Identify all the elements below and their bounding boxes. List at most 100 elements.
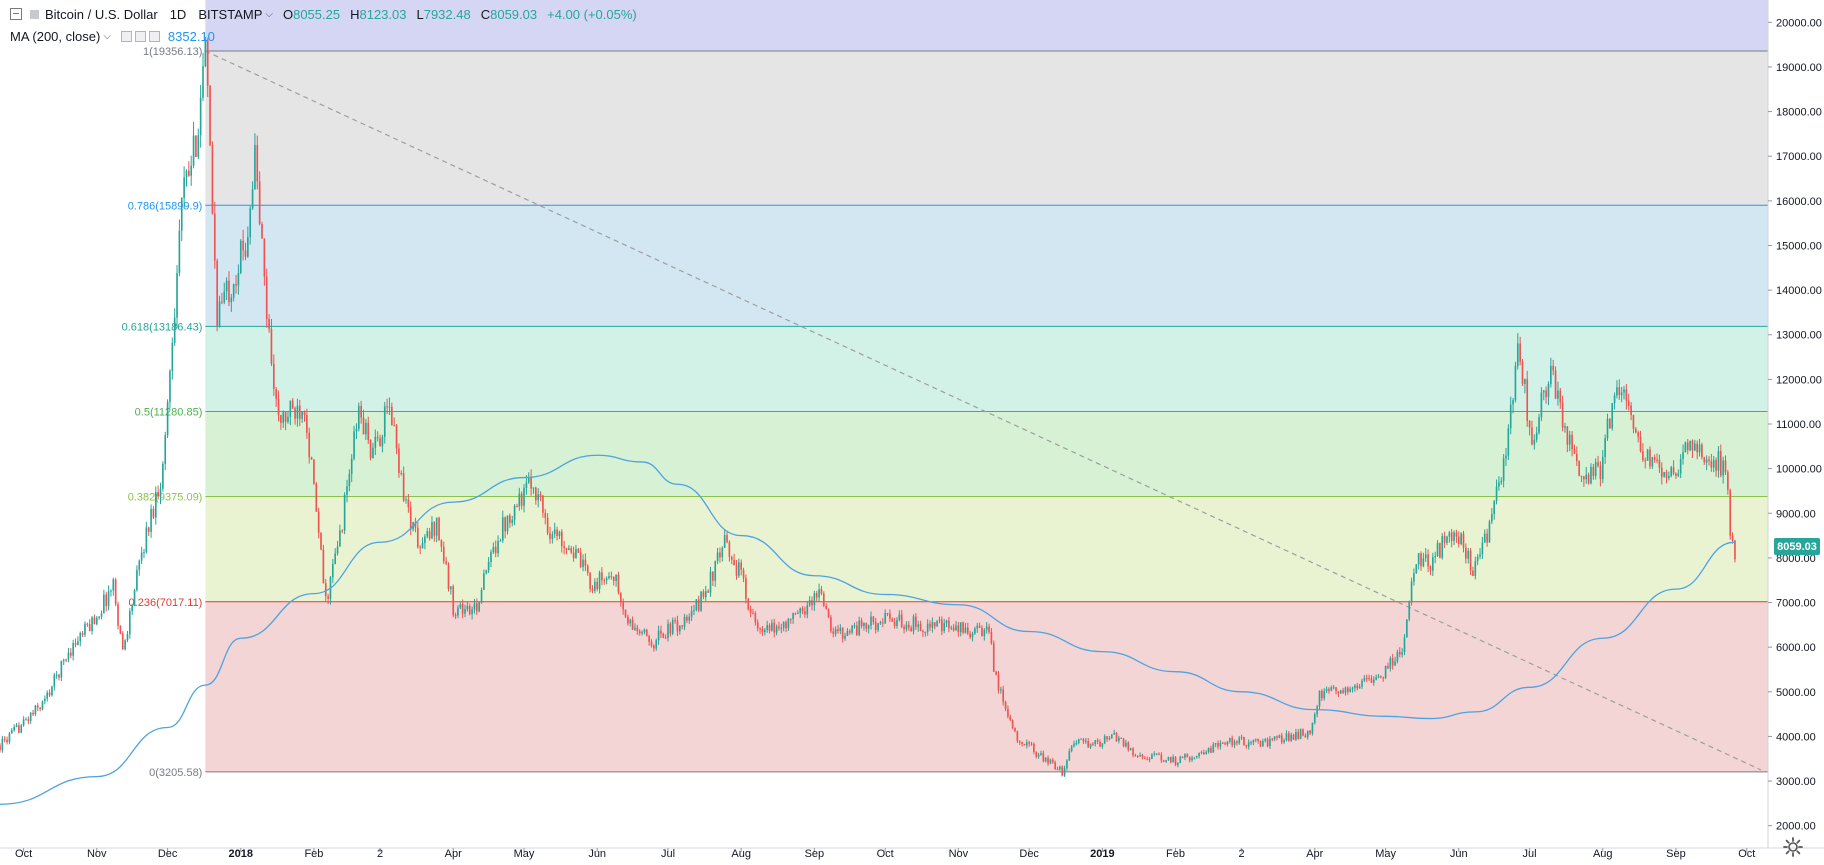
candle-body — [216, 260, 218, 326]
candle-body — [1047, 757, 1049, 764]
candle-body — [915, 616, 917, 627]
candle-body — [1670, 467, 1673, 477]
candle-body — [1512, 400, 1514, 405]
candle-body — [1573, 449, 1576, 454]
candle-body — [162, 463, 164, 489]
candle-body — [1486, 533, 1488, 543]
candle-body — [1014, 727, 1016, 732]
candle-body — [379, 438, 381, 447]
candle-body — [702, 591, 705, 598]
candle-body — [1276, 736, 1278, 738]
candle-body — [1623, 389, 1625, 393]
candle-body — [1698, 444, 1701, 453]
candle-body — [409, 507, 412, 530]
candle-body — [1488, 521, 1491, 543]
candle-body — [1179, 756, 1182, 764]
candle-body — [270, 328, 273, 364]
candle-body — [277, 398, 280, 416]
candle-body — [707, 591, 709, 593]
candle-body — [594, 581, 596, 591]
candle-body — [1649, 449, 1651, 467]
indicator-settings-icon[interactable] — [134, 30, 146, 42]
candle-body — [1564, 426, 1566, 428]
hide-indicator-icon[interactable] — [120, 30, 132, 42]
candle-body — [157, 491, 159, 497]
candle-body — [749, 609, 752, 613]
candle-body — [763, 629, 766, 633]
candle-body — [230, 297, 233, 303]
gear-icon[interactable] — [1782, 836, 1804, 858]
candle-body — [79, 633, 82, 642]
indicator-label[interactable]: MA (200, close) — [10, 28, 101, 44]
candle-body — [1205, 752, 1208, 755]
candle-body — [485, 570, 488, 574]
candle-body — [308, 432, 311, 458]
candle-body — [964, 627, 967, 633]
candle-body — [1431, 557, 1434, 571]
candle-body — [537, 494, 540, 501]
candle-body — [1254, 739, 1257, 741]
candle-body — [1358, 686, 1361, 689]
y-tick-label: 8000.00 — [1776, 553, 1816, 565]
candle-body — [645, 629, 648, 636]
candle-body — [322, 549, 325, 584]
candle-body — [1481, 542, 1484, 555]
indicator-chevron-icon[interactable]: ⌵ — [103, 30, 111, 42]
candle-body — [1198, 752, 1200, 756]
candle-body — [1285, 733, 1288, 741]
candle-body — [1616, 387, 1618, 396]
candle-body — [1028, 742, 1030, 744]
y-tick-label: 18000.00 — [1776, 107, 1822, 119]
candle-body — [287, 416, 289, 422]
candle-body — [405, 499, 407, 501]
x-tick-label: Jul — [1523, 848, 1537, 860]
trendline — [205, 50, 1762, 771]
y-tick-label: 20000.00 — [1776, 17, 1822, 29]
candle-body — [27, 719, 30, 722]
candle-body — [860, 620, 863, 627]
candle-body — [65, 659, 67, 661]
candle-body — [1051, 759, 1054, 763]
candle-body — [1396, 651, 1399, 662]
candle-body — [228, 280, 230, 303]
candle-body — [1297, 732, 1300, 739]
candle-body — [315, 483, 318, 512]
candle-body — [683, 616, 686, 627]
exchange-label[interactable]: BITSTAMP — [198, 6, 263, 22]
candle-body — [320, 532, 322, 550]
candle-body — [884, 612, 887, 624]
candle-body — [917, 624, 920, 627]
candle-body — [789, 618, 792, 620]
chevron-down-icon[interactable]: ⌵ — [265, 8, 273, 20]
candle-body — [1689, 440, 1691, 451]
remove-indicator-icon[interactable] — [148, 30, 160, 42]
candle-body — [971, 633, 974, 638]
candle-body — [504, 517, 506, 532]
x-tick-label: Nov — [87, 848, 107, 860]
candle-body — [1233, 741, 1236, 746]
collapse-icon[interactable] — [10, 8, 22, 20]
candle-body — [46, 692, 49, 699]
interval-label[interactable]: 1D — [169, 6, 187, 22]
fib-zone-0.5 — [205, 326, 1768, 412]
candle-body — [941, 619, 943, 632]
candle-body — [553, 529, 556, 535]
candle-body — [67, 652, 70, 660]
y-tick-label: 7000.00 — [1776, 598, 1816, 610]
candle-body — [1552, 365, 1555, 371]
y-tick-label: 11000.00 — [1776, 419, 1821, 431]
candle-body — [825, 606, 827, 609]
candle-body — [773, 622, 776, 633]
candle-body — [579, 552, 582, 568]
candle-body — [1200, 752, 1203, 754]
candle-body — [624, 609, 627, 617]
symbol-name[interactable]: Bitcoin / U.S. Dollar — [45, 6, 158, 22]
candle-body — [1656, 459, 1658, 461]
candle-body — [605, 578, 608, 581]
candle-body — [815, 593, 818, 598]
candle-body — [1162, 760, 1165, 762]
candle-body — [473, 603, 476, 610]
candle-body — [478, 602, 481, 612]
indicator-value: 8352.10 — [167, 28, 215, 44]
